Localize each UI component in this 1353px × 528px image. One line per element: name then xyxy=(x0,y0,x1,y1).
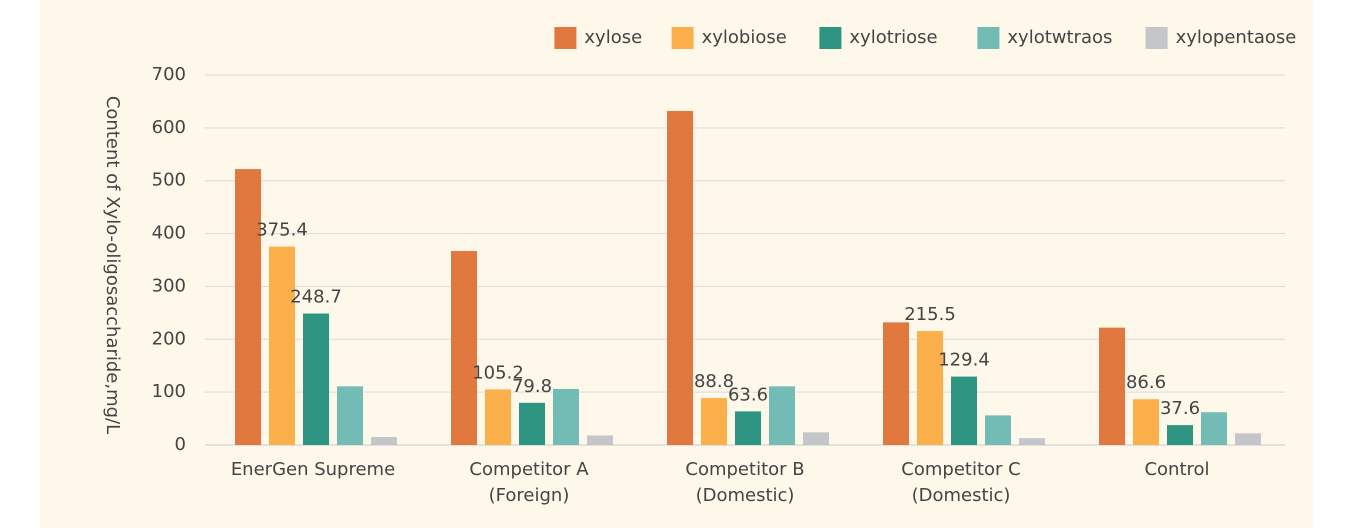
bar xyxy=(1167,425,1193,445)
legend-swatch xyxy=(819,27,842,49)
bar xyxy=(553,388,579,445)
bar xyxy=(1099,327,1125,445)
bar xyxy=(667,110,693,445)
bar xyxy=(1133,399,1159,445)
legend-label: xylopentaose xyxy=(1176,27,1297,48)
bar xyxy=(985,415,1011,445)
y-tick-label: 100 xyxy=(152,381,186,402)
bar xyxy=(951,376,977,445)
bar xyxy=(1235,433,1261,445)
legend-swatch xyxy=(554,27,577,49)
y-tick-label: 200 xyxy=(152,328,186,349)
bar xyxy=(451,251,477,445)
data-label: 88.8 xyxy=(694,371,734,392)
bar xyxy=(769,386,795,445)
legend-label: xylotwtraos xyxy=(1007,27,1112,48)
data-label: 105.2 xyxy=(472,362,524,383)
legend-swatch xyxy=(977,27,1000,49)
x-tick-label: (Domestic) xyxy=(912,485,1011,506)
bar xyxy=(303,313,329,445)
x-tick-label: Competitor C xyxy=(901,459,1020,480)
x-tick-label: Competitor A xyxy=(469,459,589,480)
bar xyxy=(735,411,761,445)
y-tick-label: 300 xyxy=(152,275,186,296)
bar xyxy=(235,169,261,446)
data-label: 79.8 xyxy=(512,376,552,397)
y-tick-label: 0 xyxy=(175,434,186,455)
legend-swatch xyxy=(1145,27,1168,49)
bar xyxy=(1201,412,1227,445)
data-label: 129.4 xyxy=(938,350,990,371)
bar xyxy=(519,402,545,445)
data-label: 215.5 xyxy=(904,304,956,325)
bar xyxy=(485,389,511,445)
y-tick-label: 500 xyxy=(152,170,186,191)
legend-swatch xyxy=(671,27,694,49)
data-label: 37.6 xyxy=(1160,398,1200,419)
y-tick-label: 600 xyxy=(152,117,186,138)
legend-label: xylotriose xyxy=(849,27,937,48)
bar xyxy=(917,331,943,445)
bar xyxy=(701,398,727,445)
legend-label: xylobiose xyxy=(702,27,787,48)
bar xyxy=(587,435,613,445)
y-axis-label: Content of Xylo-oligosaccharide,mg/L xyxy=(102,96,123,434)
legend-label: xylose xyxy=(584,27,642,48)
x-tick-label: (Foreign) xyxy=(489,485,570,506)
y-tick-label: 400 xyxy=(152,223,186,244)
data-label: 86.6 xyxy=(1126,372,1166,393)
x-tick-label: Competitor B xyxy=(685,459,804,480)
data-label: 375.4 xyxy=(256,220,308,241)
bar xyxy=(371,437,397,445)
bar xyxy=(337,386,363,445)
x-tick-label: Control xyxy=(1144,459,1209,480)
bar xyxy=(1019,438,1045,445)
x-tick-label: EnerGen Supreme xyxy=(231,459,395,480)
bar xyxy=(883,322,909,445)
data-label: 248.7 xyxy=(290,287,342,308)
bar xyxy=(803,432,829,445)
bar xyxy=(269,246,295,445)
y-tick-label: 700 xyxy=(152,64,186,85)
x-tick-label: (Domestic) xyxy=(696,485,795,506)
data-label: 63.6 xyxy=(728,384,768,405)
